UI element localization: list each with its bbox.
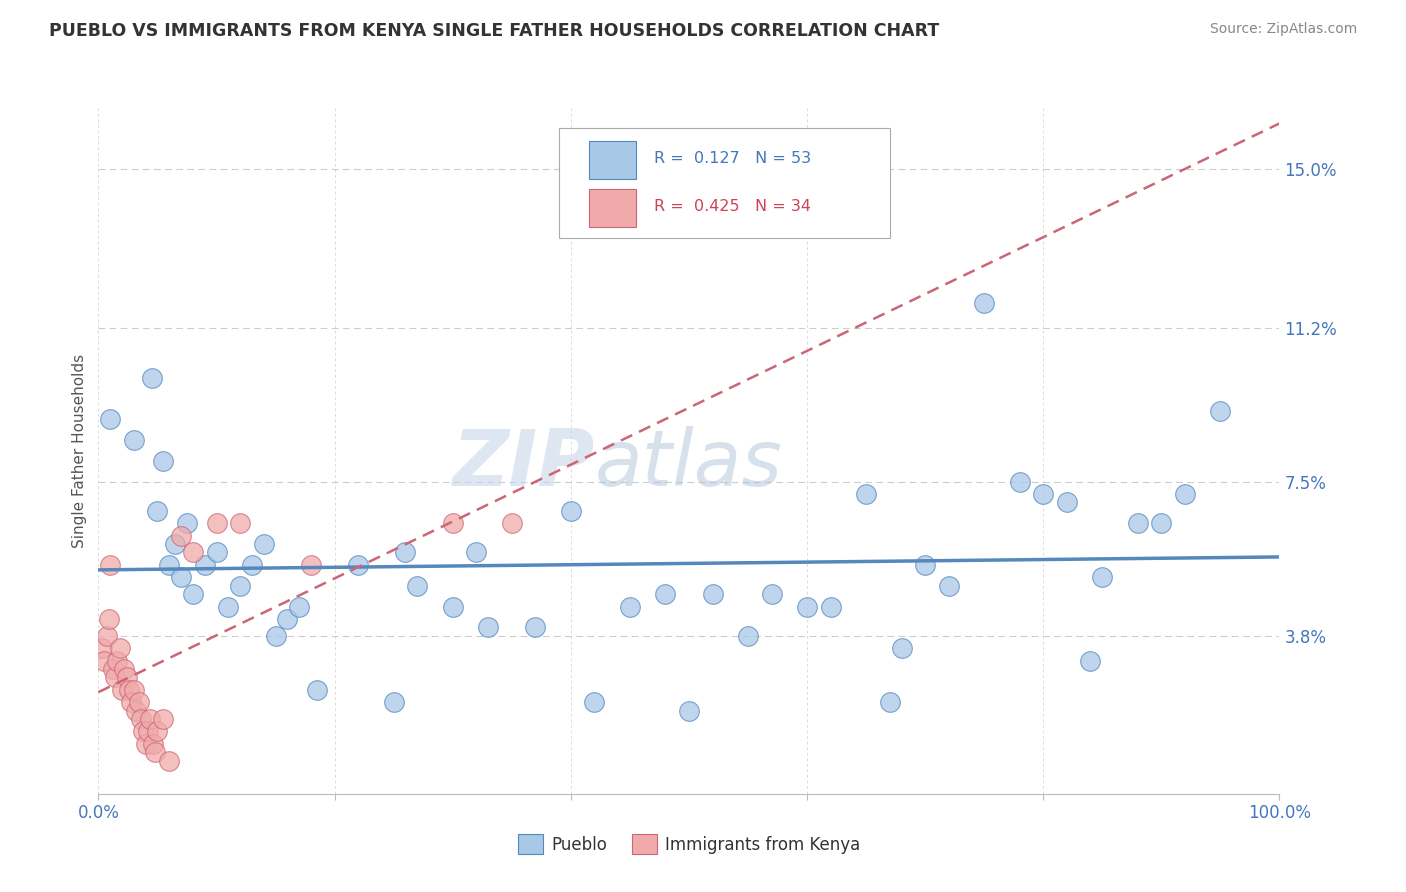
Point [1032, 487, 1054, 501]
Point [118, 682, 141, 697]
Point [194, 558, 217, 572]
Point [115, 670, 138, 684]
Point [112, 662, 135, 676]
Point [477, 620, 499, 634]
Point [394, 545, 416, 559]
Point [129, 712, 152, 726]
FancyBboxPatch shape [589, 141, 636, 178]
Point [441, 516, 464, 531]
Point [146, 724, 169, 739]
Point [761, 587, 783, 601]
FancyBboxPatch shape [589, 189, 636, 227]
Point [146, 504, 169, 518]
Point [157, 754, 180, 768]
Point [132, 724, 155, 739]
Point [305, 682, 328, 697]
Point [890, 641, 912, 656]
Point [560, 504, 582, 518]
Point [1056, 495, 1078, 509]
Point [217, 599, 239, 614]
Point [91, 641, 114, 656]
Point [170, 570, 193, 584]
Point [104, 670, 127, 684]
Point [181, 545, 204, 559]
Point [98, 558, 121, 572]
Point [938, 579, 960, 593]
Point [1209, 404, 1232, 418]
Point [382, 695, 405, 709]
Point [240, 558, 263, 572]
Point [1080, 654, 1102, 668]
Point [205, 516, 228, 531]
Point [143, 745, 166, 759]
Point [678, 704, 700, 718]
Point [121, 695, 143, 709]
Point [122, 682, 145, 697]
Point [142, 737, 165, 751]
Point [276, 612, 298, 626]
Point [98, 412, 121, 426]
Point [796, 599, 818, 614]
Y-axis label: Single Father Households: Single Father Households [72, 353, 87, 548]
Point [737, 629, 759, 643]
Text: Source: ZipAtlas.com: Source: ZipAtlas.com [1209, 22, 1357, 37]
Point [136, 724, 159, 739]
Point [465, 545, 488, 559]
Point [105, 654, 128, 668]
Point [654, 587, 676, 601]
Point [820, 599, 842, 614]
Point [702, 587, 724, 601]
Text: R =  0.425   N = 34: R = 0.425 N = 34 [654, 199, 810, 213]
Point [93, 654, 115, 668]
Point [229, 579, 252, 593]
Point [501, 516, 523, 531]
Point [299, 558, 322, 572]
Point [855, 487, 877, 501]
Text: atlas: atlas [595, 426, 782, 502]
Point [135, 737, 157, 751]
Point [152, 454, 174, 468]
Point [1126, 516, 1149, 531]
Point [96, 629, 118, 643]
Point [914, 558, 936, 572]
Text: ZIP: ZIP [453, 426, 595, 502]
Point [176, 516, 198, 531]
Point [157, 558, 180, 572]
Point [619, 599, 641, 614]
Point [141, 370, 163, 384]
Point [165, 537, 187, 551]
Point [205, 545, 228, 559]
Point [973, 295, 995, 310]
Point [98, 612, 121, 626]
Text: R =  0.127   N = 53: R = 0.127 N = 53 [654, 151, 811, 166]
Point [1174, 487, 1197, 501]
Text: PUEBLO VS IMMIGRANTS FROM KENYA SINGLE FATHER HOUSEHOLDS CORRELATION CHART: PUEBLO VS IMMIGRANTS FROM KENYA SINGLE F… [49, 22, 939, 40]
Point [181, 587, 204, 601]
Point [406, 579, 429, 593]
Point [122, 433, 145, 447]
Point [139, 712, 162, 726]
Point [108, 641, 131, 656]
Point [1091, 570, 1114, 584]
Point [125, 704, 148, 718]
Legend: Pueblo, Immigrants from Kenya: Pueblo, Immigrants from Kenya [510, 828, 868, 861]
Point [229, 516, 252, 531]
Point [101, 662, 124, 676]
Point [1008, 475, 1031, 489]
FancyBboxPatch shape [560, 128, 890, 237]
Point [441, 599, 464, 614]
Point [288, 599, 311, 614]
Point [524, 620, 547, 634]
Point [128, 695, 150, 709]
Point [253, 537, 276, 551]
Point [583, 695, 606, 709]
Point [111, 682, 134, 697]
Point [347, 558, 370, 572]
Point [264, 629, 287, 643]
Point [879, 695, 901, 709]
Point [152, 712, 174, 726]
Point [1150, 516, 1173, 531]
Point [170, 529, 193, 543]
